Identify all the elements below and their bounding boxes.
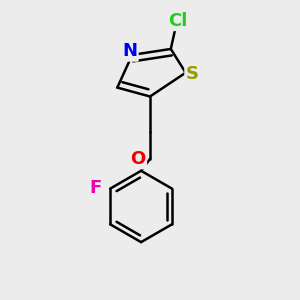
Text: N: N <box>122 42 137 60</box>
Text: O: O <box>130 150 146 168</box>
Text: S: S <box>186 65 199 83</box>
Text: F: F <box>89 179 101 197</box>
Text: Cl: Cl <box>169 12 188 30</box>
